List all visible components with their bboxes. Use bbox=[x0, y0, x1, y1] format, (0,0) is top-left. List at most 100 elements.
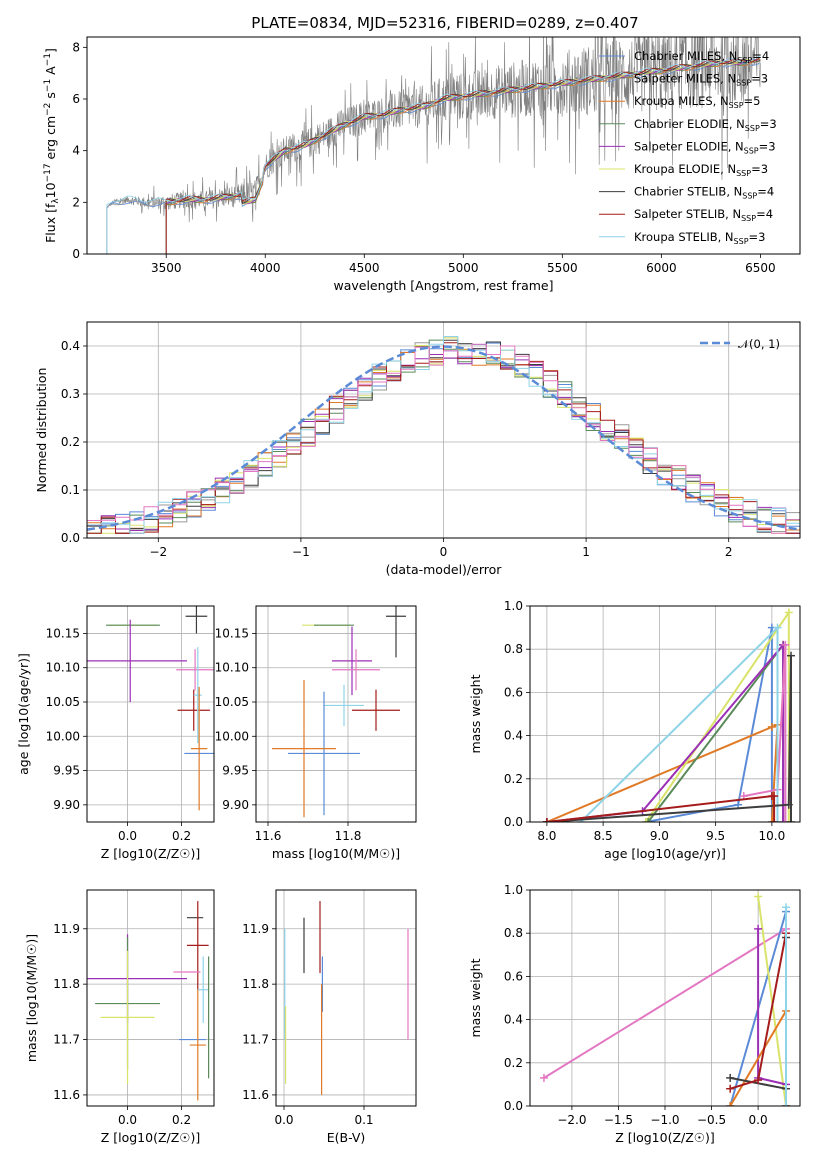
panel-mass-weight-vs-age: 8.0 8.5 9.0 9.5 10.0 0.0 0.2 0.4 0.6 0.8 1.0 age [l… bbox=[468, 599, 801, 861]
x-tick-label: 0.0 bbox=[749, 1113, 768, 1127]
mass-weight-line bbox=[579, 625, 779, 822]
legend-label-value: =4 bbox=[756, 207, 773, 221]
legend-label-value: =5 bbox=[744, 94, 761, 108]
mass-weight-line bbox=[546, 723, 779, 822]
legend-label-subscript: SSP bbox=[736, 79, 751, 88]
x-tick-label: 9.5 bbox=[706, 829, 725, 843]
legend-label-value: =4 bbox=[752, 49, 769, 63]
x-axis-label: Z [log10(Z/Z☉)] bbox=[615, 1130, 715, 1145]
y-axis-label-part: s bbox=[43, 92, 58, 103]
y-axis-label: Flux [fλ10−17 erg cm−2 s−1 A−1] bbox=[43, 48, 61, 243]
y-tick-label: 10.10 bbox=[215, 661, 249, 675]
y-tick-label: 10.00 bbox=[46, 729, 80, 743]
y-tick-label: 0.0 bbox=[504, 815, 523, 829]
axes-frame bbox=[255, 605, 417, 823]
y-tick-label: 11.6 bbox=[242, 1088, 269, 1102]
legend-label-subscript: SSP bbox=[744, 146, 759, 155]
figure-title: PLATE=0834, MJD=52316, FIBERID=0289, z=0… bbox=[251, 14, 638, 32]
panel-residuals: −2 −1 0 1 2 0.0 0.1 0.2 0.3 0.4 (data-model)/error… bbox=[34, 321, 801, 577]
y-tick-label: 0.3 bbox=[61, 387, 80, 401]
y-tick-label: 6 bbox=[72, 92, 80, 106]
y-axis-label-sup: −1 bbox=[43, 53, 53, 66]
y-tick-label: 11.8 bbox=[53, 977, 80, 991]
x-tick-label: 6500 bbox=[745, 261, 776, 275]
y-tick-label: 10.15 bbox=[215, 626, 249, 640]
spectrum-plot-area bbox=[106, 37, 761, 254]
y-tick-label: 0.6 bbox=[504, 685, 523, 699]
y-tick-label: 9.90 bbox=[53, 798, 80, 812]
legend-label-subscript: SSP bbox=[745, 124, 760, 133]
x-axis-label: age [log10(age/yr)] bbox=[604, 846, 726, 861]
y-axis-label-sup: −1 bbox=[43, 79, 53, 92]
y-axis-label-sup: −17 bbox=[43, 163, 53, 182]
panel-age-vs-mass: 11.6 11.8 9.90 9.95 10.00 10.05 10.10 10.15 mass… bbox=[215, 605, 417, 861]
legend-label-subscript: SSP bbox=[736, 169, 751, 178]
y-tick-label: 9.95 bbox=[53, 764, 80, 778]
mass-weight-plot-area bbox=[542, 608, 795, 822]
errorbar-plot-area bbox=[87, 606, 214, 811]
observed-spectrum-line bbox=[106, 37, 761, 223]
legend-label-value: =3 bbox=[751, 72, 768, 86]
legend-label: Salpeter MILES, NSSP=3 bbox=[634, 72, 768, 88]
y-tick-label: 11.9 bbox=[242, 922, 269, 936]
x-tick-label: −1.0 bbox=[650, 1113, 679, 1127]
axes-frame bbox=[529, 605, 801, 823]
errorbar-plot-area bbox=[87, 901, 210, 1101]
axes-frame bbox=[86, 321, 801, 539]
x-tick-label: 0.0 bbox=[118, 829, 137, 843]
y-tick-label: 1.0 bbox=[504, 883, 523, 897]
legend-label-value: =3 bbox=[760, 117, 777, 131]
panel-mass-weight-vs-z: −2.0 −1.5 −1.0 −0.5 0.0 0.0 0.2 0.4 0.6 0.8 1.0 Z [… bbox=[468, 883, 801, 1145]
legend-label: Chabrier STELIB, NSSP=4 bbox=[634, 185, 774, 201]
x-tick-label: 11.6 bbox=[255, 829, 282, 843]
x-axis-label: wavelength [Angstrom, rest frame] bbox=[333, 278, 553, 293]
y-tick-label: 2 bbox=[72, 195, 80, 209]
y-axis-label-sup: −2 bbox=[43, 103, 53, 116]
legend-label-value: =3 bbox=[751, 162, 768, 176]
y-tick-label: 0.0 bbox=[504, 1099, 523, 1113]
x-tick-label: 9.0 bbox=[650, 829, 669, 843]
axes-frame bbox=[86, 889, 215, 1107]
x-tick-label: −2.0 bbox=[557, 1113, 586, 1127]
y-tick-label: 0 bbox=[72, 247, 80, 261]
y-axis-label: age [log10(age/yr)] bbox=[16, 653, 31, 775]
y-axis-label-part: A bbox=[43, 66, 58, 79]
x-tick-label: −1 bbox=[292, 545, 310, 559]
x-tick-label: −0.5 bbox=[697, 1113, 726, 1127]
legend-label: Salpeter ELODIE, NSSP=3 bbox=[634, 139, 776, 155]
legend-label-subscript: SSP bbox=[742, 192, 757, 201]
mass-weight-line bbox=[546, 655, 792, 822]
y-tick-label: 8 bbox=[72, 40, 80, 54]
mass-weight-plot-area bbox=[539, 892, 791, 1106]
y-tick-label: 0.1 bbox=[61, 483, 80, 497]
x-axis-label: (data-model)/error bbox=[386, 562, 503, 577]
y-axis-label-subscript: λ bbox=[51, 198, 61, 204]
legend-label: Kroupa STELIB, NSSP=3 bbox=[634, 230, 765, 246]
x-tick-label: 8.5 bbox=[594, 829, 613, 843]
y-tick-label: 1.0 bbox=[504, 599, 523, 613]
residual-histogram-step bbox=[87, 336, 800, 534]
y-axis-label-part: erg cm bbox=[43, 116, 58, 164]
y-tick-label: 11.7 bbox=[53, 1033, 80, 1047]
x-tick-label: 0 bbox=[440, 545, 448, 559]
y-tick-label: 0.2 bbox=[504, 1056, 523, 1070]
x-tick-label: −2 bbox=[149, 545, 167, 559]
legend-label: Chabrier ELODIE, NSSP=3 bbox=[634, 117, 777, 133]
panel-mass-vs-ebv: 0.0 0.1 11.6 11.7 11.8 11.9 E(B-V) bbox=[242, 889, 417, 1145]
x-tick-label: 6000 bbox=[646, 261, 677, 275]
errorbar-plot-area bbox=[272, 606, 406, 818]
legend-label-subscript: SSP bbox=[729, 101, 744, 110]
y-axis-label: mass [log10(M/M☉)] bbox=[24, 934, 39, 1062]
x-axis-label: mass [log10(M/M☉)] bbox=[272, 846, 400, 861]
model-spectrum-line bbox=[106, 62, 761, 254]
y-axis-label: mass weight bbox=[468, 958, 483, 1037]
y-tick-label: 9.90 bbox=[222, 798, 249, 812]
panel-age-vs-z: 0.0 0.2 9.90 9.95 10.00 10.05 10.10 10.15 Z [log… bbox=[16, 605, 215, 861]
axes-frame bbox=[529, 889, 801, 1107]
y-axis-label-part: ] bbox=[43, 48, 58, 53]
legend-label-value: =4 bbox=[757, 185, 774, 199]
mass-weight-line bbox=[757, 896, 787, 1106]
axes-frame bbox=[275, 889, 417, 1107]
y-tick-label: 0.8 bbox=[504, 642, 523, 656]
